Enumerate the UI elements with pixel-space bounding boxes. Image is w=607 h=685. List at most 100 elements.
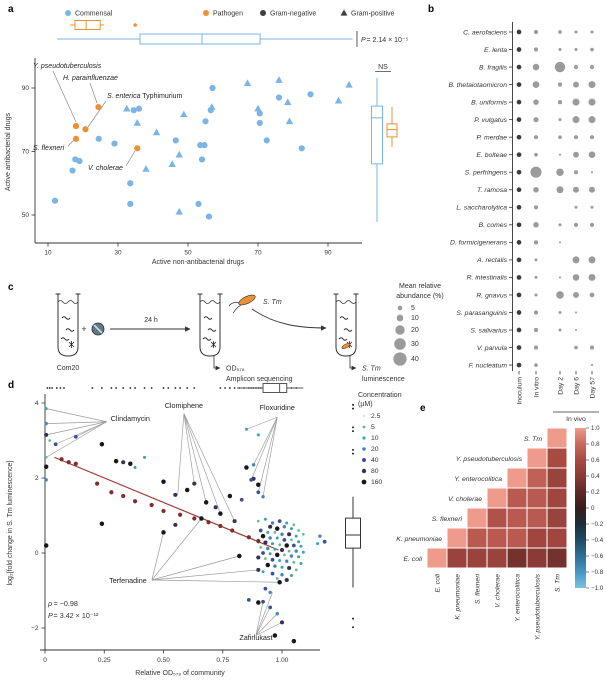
svg-text:K. pneumoniae: K. pneumoniae bbox=[455, 574, 462, 620]
svg-text:160: 160 bbox=[371, 479, 383, 486]
svg-text:Floxuridine: Floxuridine bbox=[260, 403, 295, 412]
svg-text:S. Tm: S. Tm bbox=[362, 366, 381, 373]
svg-text:1.00: 1.00 bbox=[276, 657, 289, 664]
svg-text:+: + bbox=[81, 324, 86, 334]
svg-text:E. lenta: E. lenta bbox=[484, 47, 507, 54]
svg-text:24 h: 24 h bbox=[144, 317, 158, 324]
svg-text:Clomiphene: Clomiphene bbox=[165, 401, 203, 410]
svg-text:Terfenadine: Terfenadine bbox=[109, 576, 147, 585]
svg-text:−1.0: −1.0 bbox=[591, 585, 604, 592]
svg-text:0.8: 0.8 bbox=[591, 441, 600, 448]
svg-text:luminescence: luminescence bbox=[362, 376, 405, 383]
svg-text:20: 20 bbox=[371, 446, 379, 453]
svg-text:30: 30 bbox=[114, 250, 122, 257]
svg-text:B. comes: B. comes bbox=[479, 222, 508, 229]
svg-text:Mean relative: Mean relative bbox=[399, 283, 441, 290]
svg-text:Day 57: Day 57 bbox=[590, 377, 597, 399]
svg-text:L. saccharolytica: L. saccharolytica bbox=[456, 205, 507, 212]
svg-text:2.5: 2.5 bbox=[371, 413, 381, 420]
svg-text:−0.6: −0.6 bbox=[591, 553, 604, 560]
svg-text:70: 70 bbox=[22, 149, 30, 156]
svg-text:−0.8: −0.8 bbox=[591, 569, 604, 576]
svg-text:S. Tm: S. Tm bbox=[524, 436, 542, 443]
svg-text:10: 10 bbox=[44, 250, 52, 257]
svg-text:0: 0 bbox=[591, 505, 595, 512]
svg-text:5: 5 bbox=[411, 305, 415, 312]
svg-text:50: 50 bbox=[184, 250, 192, 257]
svg-text:V. parvula: V. parvula bbox=[477, 345, 507, 352]
panel-e-correlation-heatmap: S. Tm Y. pseudotuberculosis Y. enterocolit… bbox=[396, 425, 604, 640]
panel-b-abundance-dotplot: C. aerofaciens E. lenta B. fragilis B. thet… bbox=[393, 22, 599, 423]
svg-text:0: 0 bbox=[35, 550, 39, 557]
svg-text:0.25: 0.25 bbox=[98, 657, 111, 664]
svg-text:C. aerofaciens: C. aerofaciens bbox=[463, 29, 507, 36]
svg-text:Y. pseudotuberculosis: Y. pseudotuberculosis bbox=[33, 63, 102, 70]
svg-text:V. cholerae: V. cholerae bbox=[495, 574, 502, 608]
panel-c-experiment-diagram: Com20 +24 h OD₅₇₈ Amplicon sequencing S. Tm S… bbox=[55, 293, 405, 383]
svg-text:0.4: 0.4 bbox=[591, 473, 600, 480]
panel-c-label: c bbox=[8, 282, 14, 293]
svg-text:Y. enterocolitica: Y. enterocolitica bbox=[515, 574, 522, 622]
svg-text:Y. pseudotuberculosis: Y. pseudotuberculosis bbox=[535, 573, 542, 640]
svg-text:Pathogen: Pathogen bbox=[213, 10, 243, 17]
svg-text:P. merdae: P. merdae bbox=[477, 134, 508, 141]
svg-text:R. intestinalis: R. intestinalis bbox=[467, 275, 508, 282]
svg-text:40: 40 bbox=[371, 457, 379, 464]
svg-text:0.6: 0.6 bbox=[591, 457, 600, 464]
svg-text:P: P bbox=[361, 37, 366, 44]
svg-text:90: 90 bbox=[22, 85, 30, 92]
svg-text:−0.2: −0.2 bbox=[591, 521, 604, 528]
svg-text:In vitro: In vitro bbox=[534, 377, 541, 398]
svg-text:H. parainfluenzae: H. parainfluenzae bbox=[63, 75, 118, 82]
svg-text:S. flexneri: S. flexneri bbox=[33, 145, 65, 152]
svg-text:S. perfringens: S. perfringens bbox=[465, 170, 508, 177]
svg-text:10: 10 bbox=[371, 435, 379, 442]
svg-text:Y. enterocolitica: Y. enterocolitica bbox=[454, 476, 502, 483]
svg-text:40: 40 bbox=[411, 356, 419, 363]
svg-text:0.50: 0.50 bbox=[157, 657, 170, 664]
svg-text:−0.4: −0.4 bbox=[591, 537, 604, 544]
svg-text:0: 0 bbox=[43, 657, 47, 664]
svg-text:5: 5 bbox=[371, 424, 375, 431]
svg-text:10: 10 bbox=[411, 315, 419, 322]
svg-text:70: 70 bbox=[254, 250, 262, 257]
svg-text:Y. pseudotuberculosis: Y. pseudotuberculosis bbox=[456, 456, 523, 463]
svg-text:Zafirlukast: Zafirlukast bbox=[239, 633, 272, 642]
svg-text:S. salivarius: S. salivarius bbox=[470, 327, 507, 334]
svg-text:Com20: Com20 bbox=[57, 365, 80, 372]
svg-text:A. rectalis: A. rectalis bbox=[476, 257, 507, 264]
svg-text:E. coli: E. coli bbox=[403, 556, 422, 563]
svg-text:ρ: ρ bbox=[47, 599, 52, 608]
svg-text:20: 20 bbox=[411, 327, 419, 334]
svg-text:Inoculum: Inoculum bbox=[517, 377, 524, 405]
svg-text:Day 6: Day 6 bbox=[574, 377, 581, 395]
panel-b-label: b bbox=[428, 4, 435, 15]
svg-text:= 3.42 × 10⁻¹²: = 3.42 × 10⁻¹² bbox=[54, 611, 100, 620]
svg-text:Active non-antibacterial drugs: Active non-antibacterial drugs bbox=[152, 259, 245, 266]
svg-text:E. coli: E. coli bbox=[435, 574, 442, 593]
svg-text:Clindamycin: Clindamycin bbox=[111, 414, 150, 423]
svg-text:50: 50 bbox=[22, 212, 30, 219]
svg-text:K. pneumoniae: K. pneumoniae bbox=[396, 536, 442, 543]
svg-text:= −0.98: = −0.98 bbox=[54, 599, 78, 608]
svg-text:0.2: 0.2 bbox=[591, 489, 600, 496]
svg-text:T. ramosa: T. ramosa bbox=[477, 187, 507, 194]
svg-text:Active antibacterial drugs: Active antibacterial drugs bbox=[5, 112, 12, 191]
svg-text:S. Tm: S. Tm bbox=[263, 299, 282, 306]
svg-text:Amplicon sequencing: Amplicon sequencing bbox=[226, 376, 293, 383]
svg-text:F. nucleatum: F. nucleatum bbox=[469, 362, 508, 369]
svg-text:1.0: 1.0 bbox=[591, 425, 600, 432]
svg-text:Gram-positive: Gram-positive bbox=[351, 10, 395, 17]
svg-text:V. cholerae: V. cholerae bbox=[448, 496, 482, 503]
svg-text:V. cholerae: V. cholerae bbox=[88, 165, 123, 172]
svg-text:0.75: 0.75 bbox=[216, 657, 229, 664]
svg-text:90: 90 bbox=[324, 250, 332, 257]
svg-text:4: 4 bbox=[35, 400, 39, 407]
svg-text:2: 2 bbox=[35, 475, 39, 482]
svg-text:P. vulgatus: P. vulgatus bbox=[474, 117, 507, 124]
panel-a-label: a bbox=[8, 4, 14, 15]
svg-text:Day 2: Day 2 bbox=[558, 377, 565, 395]
svg-text:R. gnavus: R. gnavus bbox=[476, 292, 507, 299]
svg-text:B. uniformis: B. uniformis bbox=[471, 99, 507, 106]
